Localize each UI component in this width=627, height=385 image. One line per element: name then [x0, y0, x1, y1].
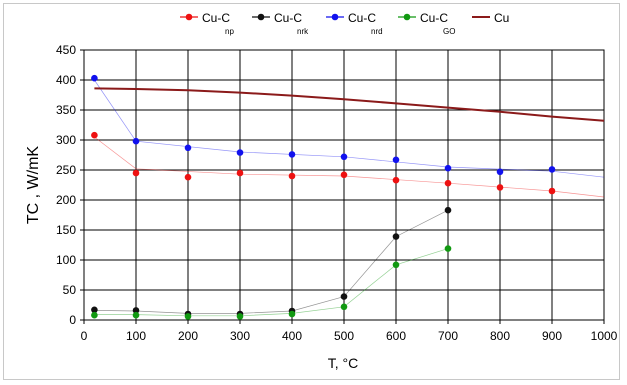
x-tick-label: 400	[282, 329, 302, 343]
trend-line-series-1	[94, 209, 449, 314]
data-point-series-3	[91, 311, 98, 319]
x-tick-label: 100	[126, 329, 146, 343]
x-tick-label: 700	[438, 329, 458, 343]
x-tick-label: 200	[178, 329, 198, 343]
data-point-series-2	[340, 153, 348, 161]
x-tick-label: 500	[334, 329, 354, 343]
x-tick-label: 900	[542, 329, 562, 343]
legend-subscript: GO	[443, 27, 455, 36]
y-tick-label: 100	[56, 253, 76, 267]
data-point-series-0	[340, 171, 348, 179]
data-point-series-3	[340, 303, 348, 311]
x-tick-label: 1000	[591, 329, 618, 343]
trend-line-series-3	[94, 248, 449, 317]
data-point-series-2	[288, 151, 296, 158]
y-tick-label: 350	[56, 103, 76, 117]
legend-label: Cu-C	[348, 11, 376, 25]
y-tick-label: 450	[56, 43, 76, 57]
legend-swatch-marker	[403, 13, 411, 21]
data-point-series-0	[288, 172, 296, 180]
data-point-series-2	[132, 137, 140, 145]
legend: Cu-C np Cu-C nrk Cu-C nrd Cu-C GO Cu	[180, 11, 509, 36]
y-tick-label: 300	[56, 133, 76, 147]
data-point-series-3	[288, 310, 296, 318]
data-point-series-3	[444, 245, 452, 252]
legend-label: Cu-C	[202, 11, 230, 25]
legend-label: Cu	[494, 11, 509, 25]
data-point-series-3	[236, 313, 244, 320]
trend-line-series-0	[94, 136, 605, 198]
y-axis-label: TC , W/mK	[25, 146, 42, 225]
x-axis-ticks: 0 100 200 300 400 500 600 700 800 900 1000	[81, 320, 618, 343]
y-axis-ticks: 0 50 100 150 200 250 300 350 400 450	[56, 43, 84, 327]
data-point-series-0	[496, 184, 504, 191]
data-point-series-1	[91, 306, 98, 314]
legend-label: Cu-C	[420, 11, 448, 25]
data-point-series-3	[184, 313, 192, 320]
legend-subscript: np	[225, 27, 234, 36]
data-point-series-2	[392, 156, 400, 164]
x-tick-label: 0	[81, 329, 88, 343]
y-tick-label: 400	[56, 73, 76, 87]
data-point-series-3	[132, 311, 140, 319]
data-point-series-0	[132, 169, 140, 177]
legend-label: Cu-C	[274, 11, 302, 25]
data-point-series-1	[444, 206, 452, 214]
data-point-series-1	[132, 307, 140, 314]
data-point-series-2	[184, 144, 192, 152]
data-point-series-0	[91, 131, 98, 139]
legend-subscript: nrd	[371, 27, 383, 36]
data-point-series-0	[184, 173, 192, 181]
data-point-series-2	[91, 74, 98, 82]
data-points	[91, 74, 556, 320]
cu-line	[94, 87, 605, 122]
y-tick-label: 50	[63, 283, 77, 297]
data-point-series-1	[392, 233, 400, 240]
data-point-series-3	[392, 261, 400, 269]
y-tick-label: 250	[56, 163, 76, 177]
legend-subscript: nrk	[297, 27, 309, 36]
legend-swatch-marker	[185, 13, 193, 21]
legend-swatch-marker	[257, 13, 265, 21]
data-point-series-2	[548, 166, 556, 173]
trend-lines	[94, 79, 605, 317]
data-point-series-0	[392, 176, 400, 184]
y-tick-label: 150	[56, 223, 76, 237]
data-point-series-0	[444, 179, 452, 187]
x-tick-label: 300	[230, 329, 250, 343]
legend-swatch-marker	[331, 13, 339, 21]
data-point-series-2	[236, 149, 244, 156]
x-axis-label: T, °C	[328, 355, 359, 371]
data-point-series-1	[340, 293, 348, 300]
data-point-series-0	[548, 187, 556, 195]
y-tick-label: 0	[69, 313, 76, 327]
chart-frame	[3, 3, 620, 380]
x-tick-label: 800	[490, 329, 510, 343]
y-tick-label: 200	[56, 193, 76, 207]
trend-line-series-2	[94, 79, 605, 178]
data-point-series-0	[236, 169, 244, 177]
data-point-series-2	[496, 168, 504, 176]
x-tick-label: 600	[386, 329, 406, 343]
data-point-series-2	[444, 164, 452, 172]
